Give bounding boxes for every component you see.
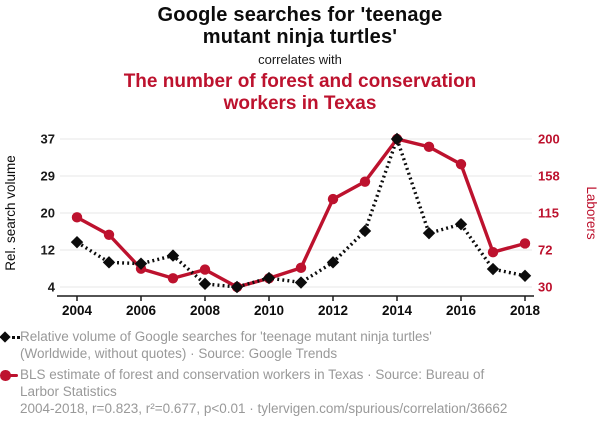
legend-text-line: (Worldwide, without quotes) · Source: Go… — [20, 345, 338, 361]
legend-item-laborers: BLS estimate of forest and conservation … — [0, 367, 525, 400]
left-axis-tick-label: 12 — [41, 243, 55, 258]
left-axis-tick-label: 29 — [41, 169, 55, 184]
data-point-diamond — [102, 256, 116, 269]
legend-item-search-volume: Relative volume of Google searches for '… — [0, 329, 525, 362]
data-point-circle — [199, 264, 211, 275]
right-axis-title: Laborers — [584, 186, 599, 240]
data-point-circle — [71, 212, 83, 223]
x-axis-tick-label: 2012 — [318, 303, 348, 318]
data-point-circle — [519, 238, 531, 249]
left-axis-tick-label: 4 — [48, 280, 56, 295]
data-point-diamond — [70, 235, 84, 249]
chart-subtitle: The number of forest and conservation wo… — [0, 71, 600, 115]
left-axis-tick-label: 20 — [41, 206, 55, 221]
right-axis-tick-label: 200 — [538, 132, 560, 147]
data-point-diamond — [486, 262, 500, 276]
data-point-circle — [167, 273, 179, 284]
x-axis-tick-label: 2008 — [190, 303, 221, 318]
legend-text-search-volume: Relative volume of Google searches for '… — [20, 329, 525, 362]
right-axis-tick-label: 115 — [538, 206, 559, 221]
data-point-circle — [487, 246, 499, 258]
correlates-with-label: correlates with — [258, 52, 342, 67]
chart-title-line2: mutant ninja turtles' — [202, 26, 398, 48]
data-point-diamond — [518, 269, 532, 282]
data-point-circle — [455, 159, 467, 170]
x-axis-tick-label: 2016 — [446, 303, 477, 318]
data-point-diamond — [198, 277, 212, 291]
data-point-diamond — [134, 257, 148, 270]
x-axis-tick-label: 2018 — [510, 303, 541, 318]
chart-title: Google searches for 'teenage mutant ninj… — [0, 4, 600, 48]
black-diamond-dashed-marker — [0, 329, 20, 346]
data-point-diamond — [294, 276, 308, 289]
right-axis-tick-label: 72 — [538, 243, 552, 258]
left-axis-title: Rel. search volume — [3, 155, 18, 271]
stats-footer: 2004-2018, r=0.823, r²=0.677, p<0.01 · t… — [20, 401, 508, 416]
data-point-diamond — [326, 256, 340, 269]
right-axis-tick-label: 158 — [538, 169, 560, 184]
data-point-diamond — [390, 132, 404, 146]
x-axis-tick-label: 2004 — [62, 303, 93, 318]
red-circle-solid-marker — [0, 367, 20, 384]
data-point-circle — [359, 176, 371, 187]
left-axis-tick-label: 37 — [41, 132, 55, 147]
data-point-circle — [423, 141, 435, 153]
data-point-circle — [103, 229, 115, 240]
data-point-diamond — [230, 280, 244, 294]
x-axis-tick-label: 2014 — [382, 303, 413, 318]
chart-subtitle-line1: The number of forest and conservation — [123, 71, 477, 92]
chart-subtitle-line2: workers in Texas — [223, 93, 377, 114]
data-point-diamond — [166, 249, 180, 262]
legend-text-line: Larbor Statistics — [20, 383, 117, 399]
data-point-circle — [295, 262, 307, 274]
data-point-diamond — [454, 218, 468, 231]
legend-text-laborers: BLS estimate of forest and conservation … — [20, 367, 525, 400]
right-axis-tick-label: 30 — [538, 280, 552, 295]
x-axis-tick-label: 2006 — [126, 303, 157, 318]
data-point-diamond — [422, 226, 436, 240]
x-axis-tick-label: 2010 — [254, 303, 284, 318]
data-point-diamond — [262, 271, 276, 285]
chart-title-line1: Google searches for 'teenage — [157, 4, 443, 26]
data-point-diamond — [358, 224, 372, 238]
circle-icon — [0, 370, 11, 381]
legend-text-line: BLS estimate of forest and conservation … — [20, 367, 485, 382]
diamond-icon — [0, 331, 11, 343]
data-point-circle — [327, 193, 339, 205]
legend-text-line: Relative volume of Google searches for '… — [20, 329, 432, 344]
